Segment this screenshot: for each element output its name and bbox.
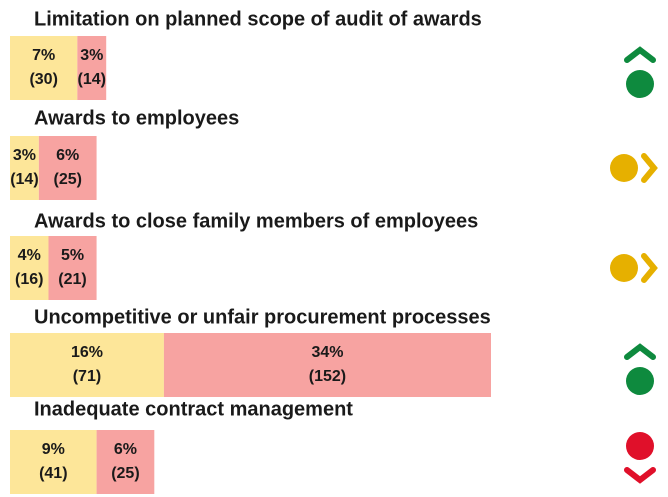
trend-dot: [610, 254, 638, 282]
trend-dot: [626, 70, 654, 98]
category-title: Limitation on planned scope of audit of …: [34, 8, 482, 30]
category-title: Inadequate contract management: [34, 398, 353, 420]
bar-segment: [10, 136, 39, 200]
trend-chevron: [624, 343, 656, 360]
value-label: 6%: [56, 147, 79, 164]
count-label: (41): [39, 465, 67, 482]
bar-segment: [10, 333, 164, 397]
category-title: Awards to employees: [34, 107, 239, 129]
bar-segment: [163, 333, 492, 397]
trend-dot: [626, 367, 654, 395]
value-label: 9%: [42, 441, 65, 458]
bar-segment: [77, 36, 107, 100]
value-label: 3%: [80, 47, 103, 64]
count-label: (21): [58, 271, 86, 288]
bar-segment: [10, 430, 97, 494]
bar-segment: [96, 430, 155, 494]
value-label: 16%: [71, 344, 103, 361]
bar-segment: [10, 36, 78, 100]
bar-segment: [48, 236, 97, 300]
value-label: 4%: [18, 247, 41, 264]
count-label: (25): [111, 465, 139, 482]
trend-chevron: [641, 153, 658, 183]
value-label: 7%: [32, 47, 55, 64]
value-label: 34%: [311, 344, 343, 361]
value-label: 6%: [114, 441, 137, 458]
bar-segment: [10, 236, 49, 300]
count-label: (16): [15, 271, 43, 288]
value-label: 5%: [61, 247, 84, 264]
trend-chevron: [624, 46, 656, 63]
category-title: Awards to close family members of employ…: [34, 210, 478, 232]
count-label: (30): [29, 71, 57, 88]
trend-chevron: [624, 467, 656, 484]
trend-chevron: [641, 253, 658, 283]
value-label: 3%: [13, 147, 36, 164]
count-label: (14): [10, 171, 38, 188]
count-label: (71): [73, 368, 101, 385]
count-label: (14): [78, 71, 106, 88]
trend-dot: [626, 432, 654, 460]
category-title: Uncompetitive or unfair procurement proc…: [34, 306, 491, 328]
bar-segment: [38, 136, 97, 200]
trend-dot: [610, 154, 638, 182]
count-label: (25): [53, 171, 81, 188]
count-label: (152): [309, 368, 346, 385]
